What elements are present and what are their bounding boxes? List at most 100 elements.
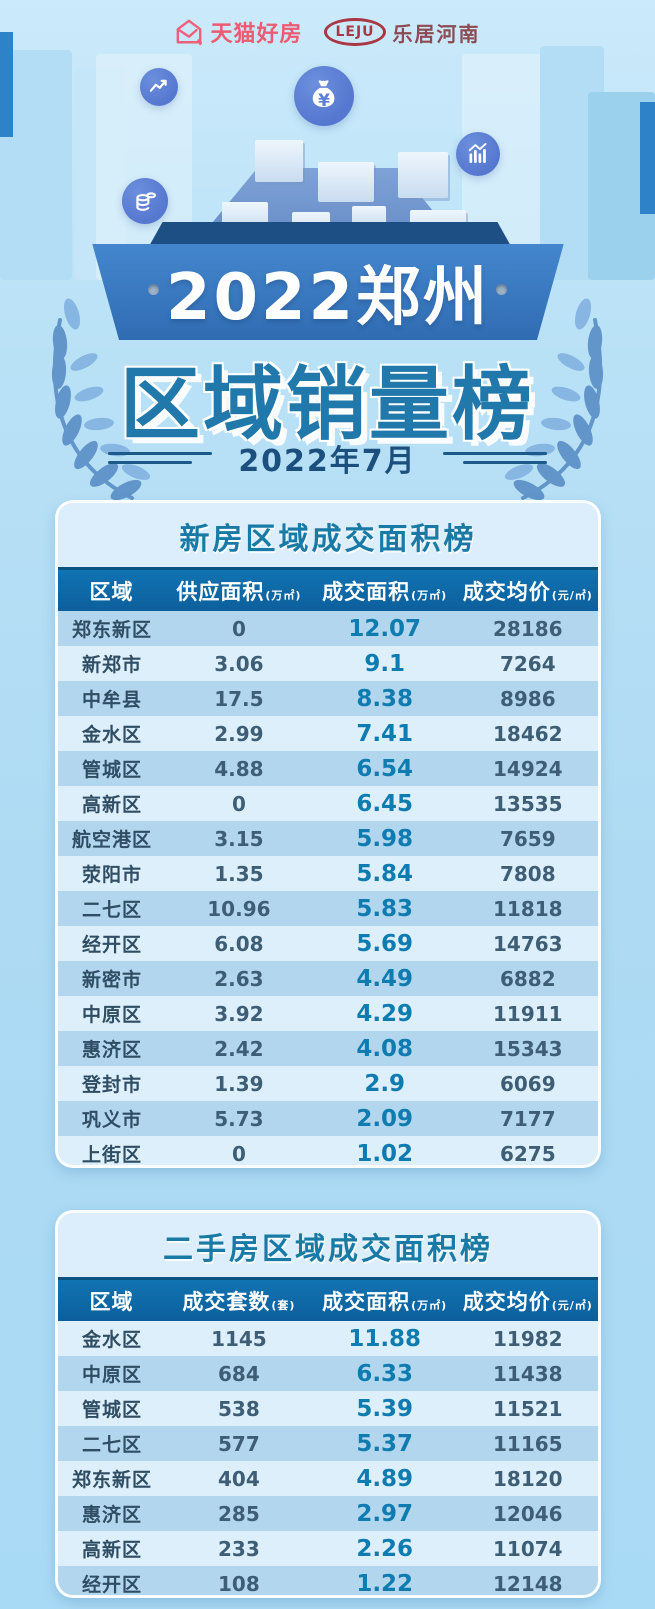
value-cell: 10.96 [207,896,271,921]
column-header-deal-count: 成交套数(套) [182,1289,296,1314]
table-header-row: 区域 成交套数(套) 成交面积(万㎡) 成交均价(元/㎡) [58,1277,598,1321]
value-cell: 5.98 [356,825,414,852]
region-cell: 金水区 [81,724,142,746]
value-cell: 1.22 [356,1570,414,1597]
region-cell: 惠济区 [81,1504,142,1526]
laurel-branch-icon [504,298,604,501]
value-cell: 4.29 [356,1000,414,1027]
table-row: 中牟县 17.5 8.38 8986 [58,681,598,716]
podium-block [255,140,303,182]
value-cell: 2.97 [356,1500,414,1527]
table-row: 新密市 2.63 4.49 6882 [58,961,598,996]
podium-front-edge [148,222,512,248]
hero-illustration: ¥ [0,32,655,340]
value-cell: 8.38 [356,685,414,712]
podium-block [398,152,448,198]
column-header-sold-area: 成交面积(万㎡) [322,1289,448,1314]
region-cell: 高新区 [81,794,142,816]
value-cell: 14924 [492,756,563,781]
subtitle-row: 2022年7月 [0,436,655,480]
value-cell: 12148 [492,1571,563,1596]
value-cell: 11818 [492,896,563,921]
value-cell: 11982 [492,1326,563,1351]
value-cell: 684 [218,1361,260,1386]
table-row: 郑东新区 404 4.89 18120 [58,1461,598,1496]
value-cell: 11438 [492,1361,563,1386]
value-cell: 5.69 [356,930,414,957]
region-cell: 新郑市 [81,654,142,676]
table-header-row: 区域 供应面积(万㎡) 成交面积(万㎡) 成交均价(元/㎡) [58,567,598,611]
region-cell: 高新区 [81,1539,142,1561]
value-cell: 1.02 [356,1140,414,1167]
value-cell: 233 [218,1536,260,1561]
logo-bar: 天猫好房 LEJU 乐居河南 [0,12,655,52]
table-row: 金水区 2.99 7.41 18462 [58,716,598,751]
value-cell: 9.1 [364,650,406,677]
region-cell: 荥阳市 [81,864,142,886]
trend-line-icon [140,68,178,106]
leju-logo: LEJU 乐居河南 [324,18,480,47]
region-cell: 航空港区 [71,829,152,851]
value-cell: 14763 [492,931,563,956]
column-header-sold-area: 成交面积(万㎡) [322,579,448,604]
leju-oval-badge: LEJU [324,18,386,46]
column-header-region: 区域 [89,1289,134,1314]
table-row: 二七区 10.96 5.83 11818 [58,891,598,926]
subtitle-decor-left [108,452,213,464]
value-cell: 6.33 [356,1360,414,1387]
value-cell: 4.89 [356,1465,414,1492]
laurel-branch-icon [51,298,151,501]
main-title: 区域销量榜 [120,358,535,451]
table-row: 高新区 0 6.45 13535 [58,786,598,821]
value-cell: 0 [231,791,246,816]
table-row: 新郑市 3.06 9.1 7264 [58,646,598,681]
subtitle-decor-right [442,452,547,464]
value-cell: 4.08 [356,1035,414,1062]
region-cell: 新密市 [81,969,142,991]
value-cell: 11911 [492,1001,563,1026]
yuan-symbol: ¥ [318,91,330,111]
value-cell: 2.09 [356,1105,414,1132]
region-cell: 二七区 [81,1434,142,1456]
value-cell: 5.84 [356,860,414,887]
podium-block [318,162,374,202]
value-cell: 5.37 [356,1430,414,1457]
value-cell: 7808 [499,861,556,886]
value-cell: 8986 [499,686,556,711]
table-row: 二七区 577 5.37 11165 [58,1426,598,1461]
region-cell: 中原区 [81,1364,142,1386]
value-cell: 285 [218,1501,260,1526]
table-row: 惠济区 2.42 4.08 15343 [58,1031,598,1066]
tmall-house-icon [177,19,203,46]
value-cell: 7.41 [356,720,414,747]
value-cell: 6275 [499,1141,556,1166]
table-row: 荥阳市 1.35 5.84 7808 [58,856,598,891]
value-cell: 11165 [492,1431,563,1456]
column-header-region: 区域 [89,579,134,604]
region-cell: 中原区 [81,1004,142,1026]
value-cell: 6.08 [214,931,264,956]
value-cell: 7264 [499,651,556,676]
value-cell: 3.92 [214,1001,264,1026]
table-row: 经开区 6.08 5.69 14763 [58,926,598,961]
value-cell: 18462 [492,721,563,746]
subtitle-date: 2022年7月 [238,444,417,479]
value-cell: 5.73 [214,1106,264,1131]
value-cell: 11.88 [348,1325,422,1352]
table-row: 经开区 108 1.22 12148 [58,1566,598,1597]
value-cell: 15343 [492,1036,563,1061]
value-cell: 1.39 [214,1071,264,1096]
banner-title: 2022郑州 [165,261,491,335]
value-cell: 28186 [492,616,563,641]
table-row: 管城区 4.88 6.54 14924 [58,751,598,786]
value-cell: 1.35 [214,861,264,886]
value-cell: 108 [218,1571,260,1596]
bar-chart-icon [456,132,500,176]
table-row: 管城区 538 5.39 11521 [58,1391,598,1426]
table-row: 高新区 233 2.26 11074 [58,1531,598,1566]
table-row: 中原区 684 6.33 11438 [58,1356,598,1391]
value-cell: 6069 [499,1071,556,1096]
value-cell: 2.42 [214,1036,264,1061]
value-cell: 18120 [492,1466,563,1491]
